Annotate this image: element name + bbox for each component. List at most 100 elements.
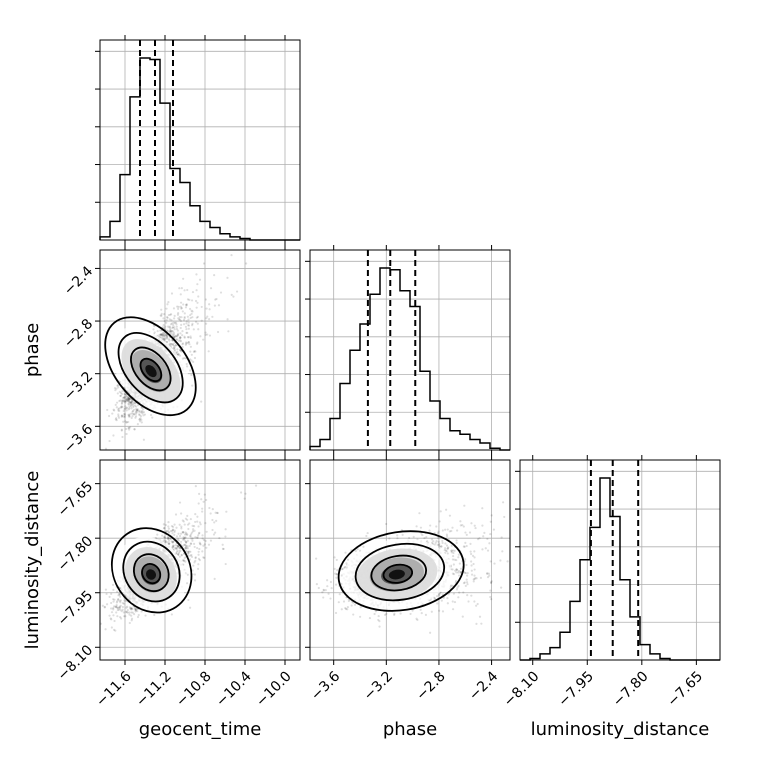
scatter-point [171,532,174,535]
hist-bar [600,478,610,660]
scatter-point [176,544,179,547]
scatter-point [173,346,176,349]
scatter-point [133,607,136,610]
scatter-point [168,325,171,328]
scatter-point [119,599,123,602]
scatter-point [180,527,183,530]
panel-content [104,253,248,450]
scatter-point [167,542,170,546]
scatter-point [191,537,194,540]
scatter-point [117,594,120,597]
scatter-point [176,348,179,351]
scatter-point [488,542,491,545]
scatter-point [128,397,131,401]
scatter-point [166,325,170,328]
scatter-point [169,313,173,316]
scatter-point [511,547,513,549]
scatter-point [118,592,121,595]
hist-bar [400,291,410,450]
scatter-point [186,547,189,550]
scatter-point [165,334,168,337]
scatter-point [175,325,178,328]
panel-content [315,501,513,634]
scatter-point [130,608,133,611]
density-level [145,569,157,580]
scatter-point [138,418,141,421]
scatter-point [340,567,344,571]
scatter-point [123,413,127,416]
scatter-point [130,399,134,402]
scatter-point [127,408,130,411]
scatter-point [177,317,180,320]
scatter-point [169,329,173,333]
scatter-point [198,531,201,534]
scatter-point [401,533,404,536]
scatter-point [120,401,124,404]
scatter-point [122,611,125,614]
scatter-point [119,595,122,598]
scatter-point [188,369,192,372]
scatter-point [182,559,185,562]
scatter-point [187,552,190,555]
scatter-point [117,415,120,418]
scatter-point [209,512,212,515]
scatter-point [190,312,193,315]
scatter-point [124,405,127,408]
scatter-point [175,547,178,550]
scatter-point [142,438,146,441]
scatter-point [208,506,211,510]
scatter-point [129,401,133,404]
scatter-point [167,539,171,542]
scatter-point [194,556,197,560]
scatter-point [183,539,186,542]
scatter-point [254,484,258,487]
hist-bar [410,307,420,451]
scatter-point [177,353,180,356]
scatter-point [173,533,176,536]
scatter-point [117,413,120,416]
scatter-point [118,592,121,595]
hist-panel-phase [305,245,511,455]
scatter-point [191,530,195,533]
scatter-point [190,553,193,557]
scatter-point [170,540,173,543]
scatter-point [171,330,174,333]
scatter-point [187,321,190,324]
scatter-point [160,333,163,336]
scatter-point [126,605,129,608]
scatter-point [198,559,201,562]
scatter-point [435,525,438,528]
scatter-point [213,521,216,524]
scatter-point [183,336,186,339]
scatter-point [198,278,202,281]
scatter-point [131,611,134,614]
scatter-point [203,556,206,560]
scatter-point [119,604,122,607]
scatter-point [171,343,175,347]
scatter-panel-geocent_time-phase [95,245,301,455]
scatter-point [181,342,185,345]
scatter-point [111,583,115,586]
scatter-point [117,408,120,411]
scatter-point [192,564,195,567]
scatter-point [172,331,175,334]
scatter-point [132,402,135,405]
scatter-point [459,567,463,570]
scatter-point [183,317,186,320]
scatter-point [179,336,182,339]
scatter-point [167,536,170,539]
scatter-point [167,527,171,530]
scatter-point [184,540,188,543]
scatter-point [175,535,179,538]
scatter-point [112,408,115,411]
scatter-point [131,607,134,611]
scatter-point [189,358,192,361]
scatter-point [184,306,188,309]
scatter-point [184,517,188,520]
scatter-point [115,401,119,404]
scatter-point [112,434,115,437]
scatter-point [167,338,170,341]
scatter-point [185,331,188,334]
scatter-point [171,333,174,336]
scatter-point [273,422,275,424]
